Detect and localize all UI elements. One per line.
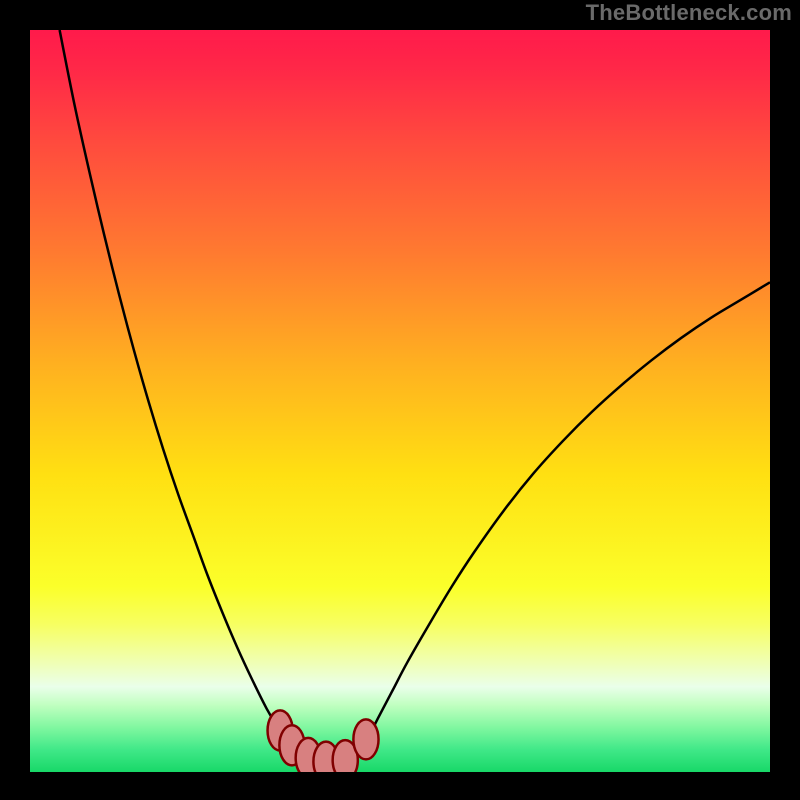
chart-frame: TheBottleneck.com [0,0,800,800]
watermark-text: TheBottleneck.com [586,0,792,26]
bottleneck-curve-chart [0,0,800,800]
gradient-background [30,30,770,772]
bottom-marker [353,719,378,759]
